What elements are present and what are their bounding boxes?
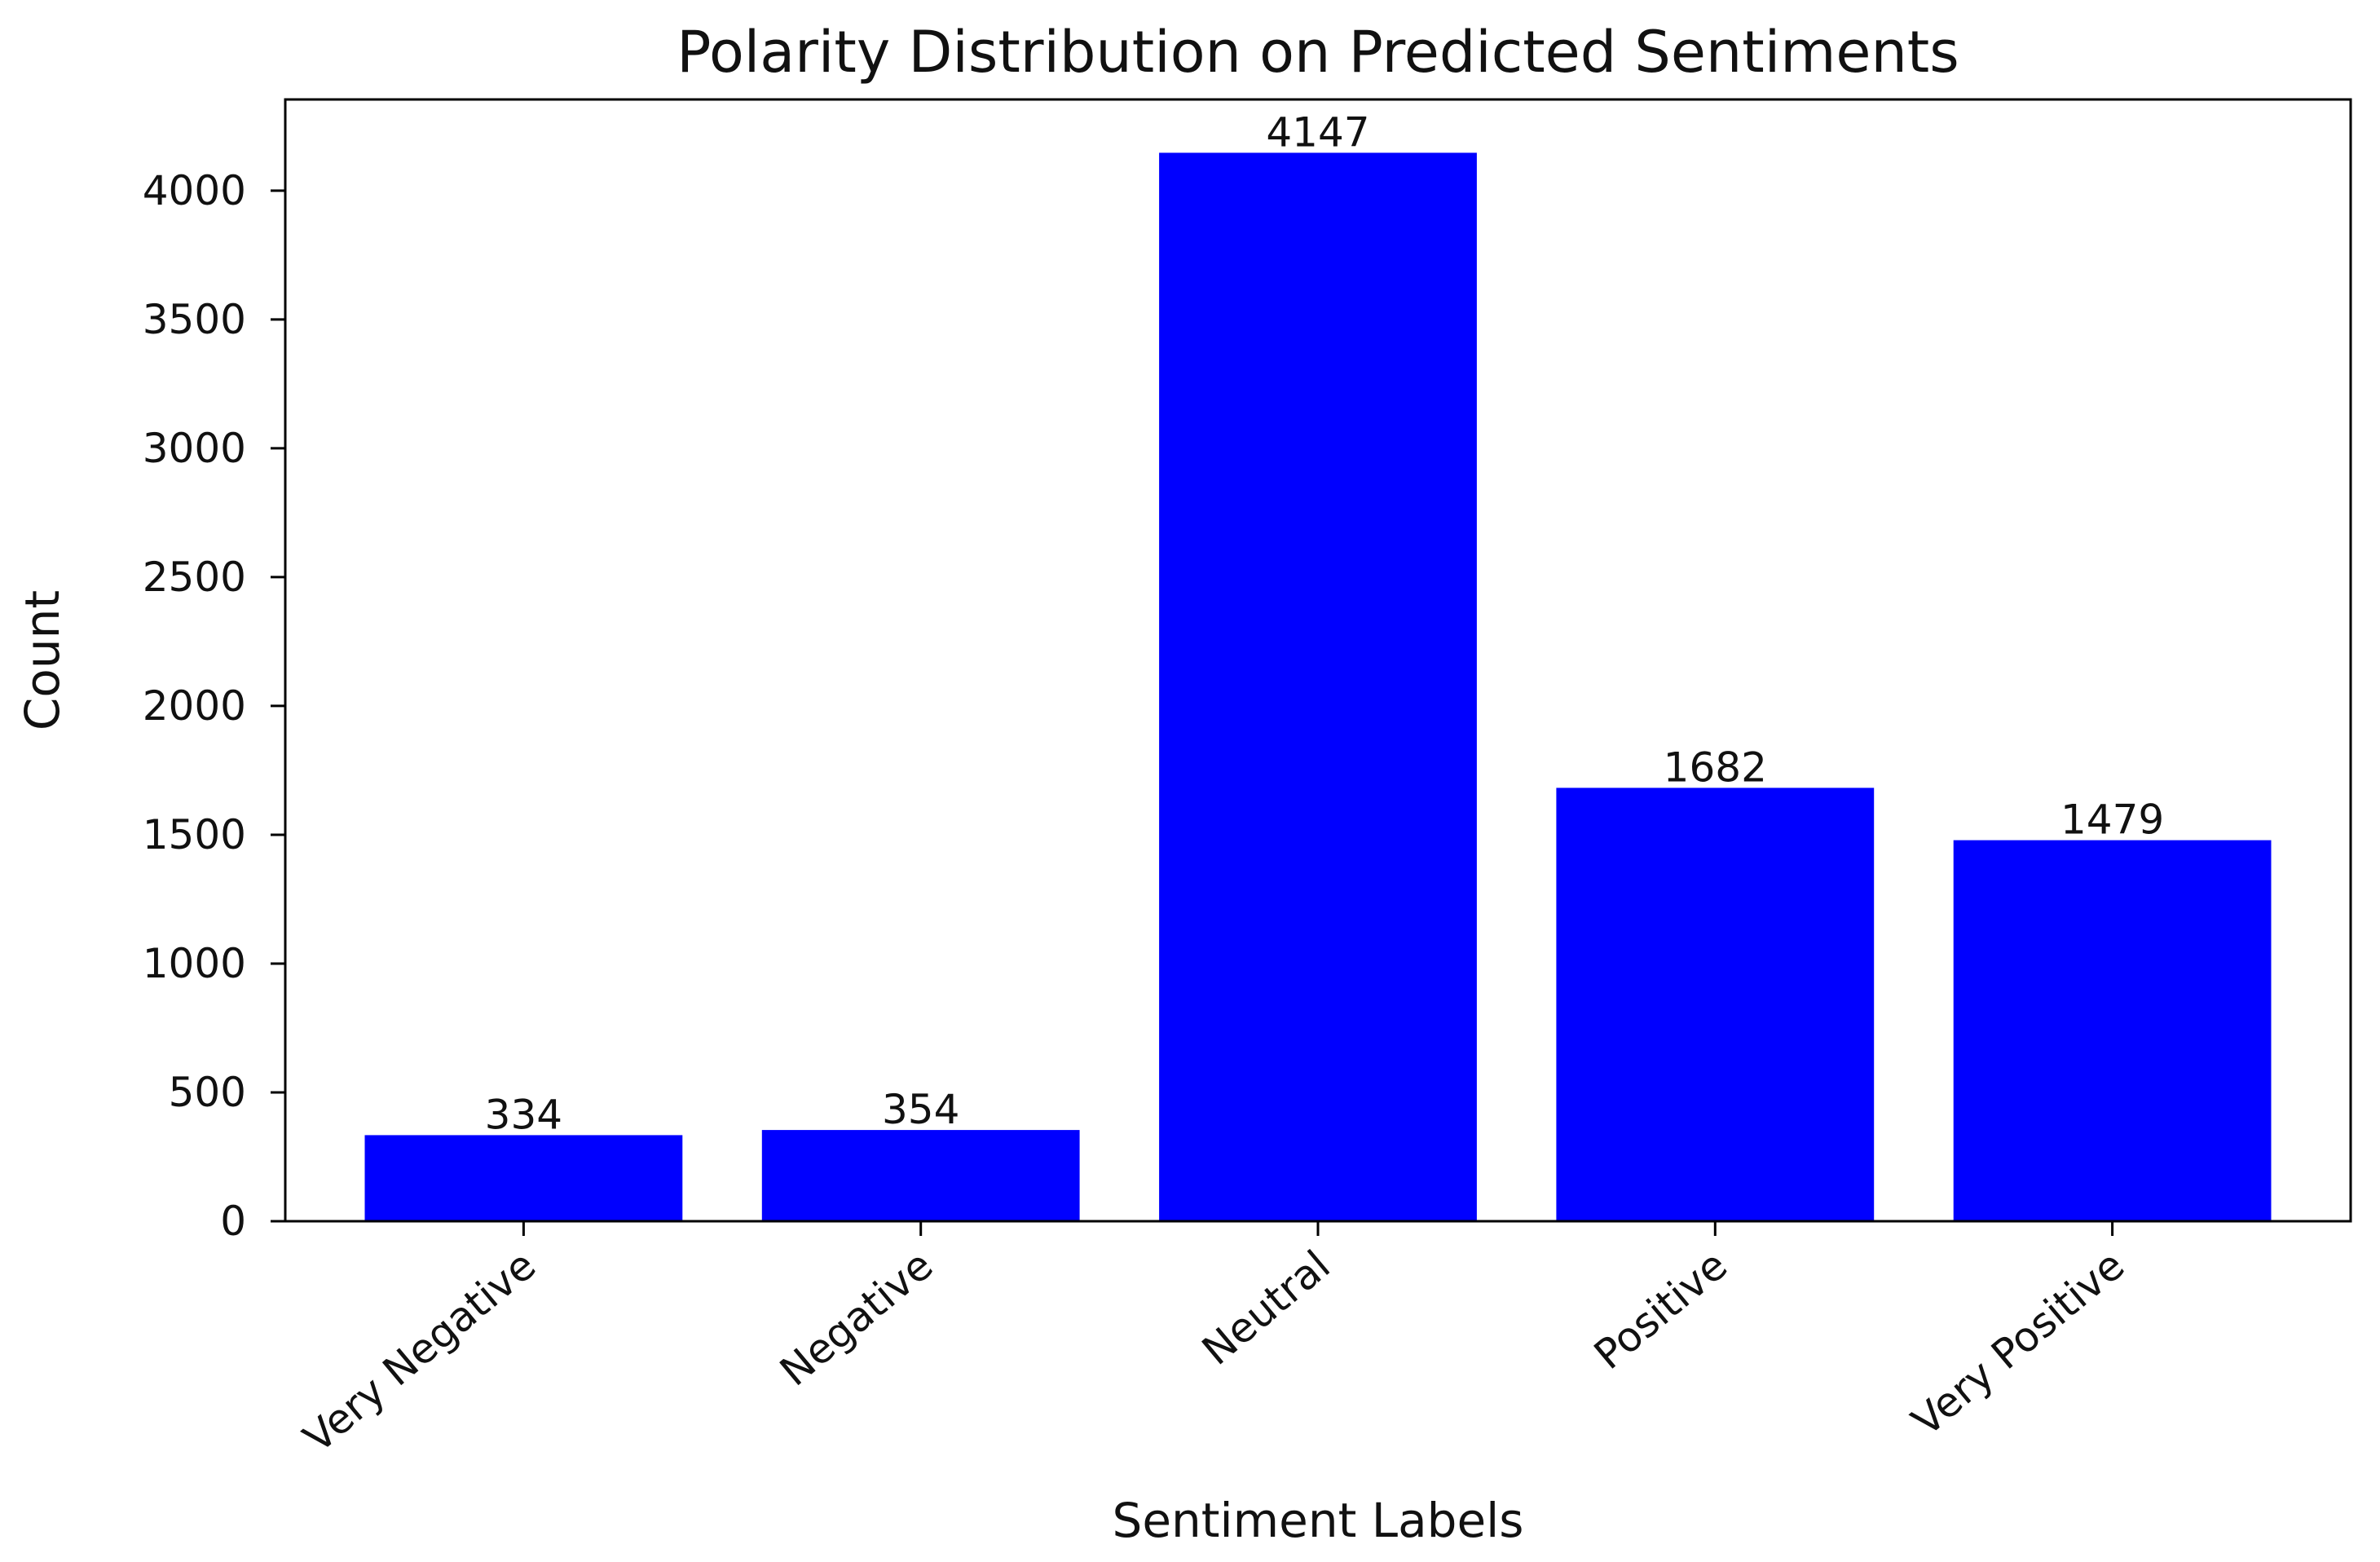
x-tick-label-negative: Negative: [771, 1242, 941, 1396]
bar-very-positive: [1953, 840, 2272, 1221]
bar-labels-layer: 334 354 4147 1682 1479: [485, 108, 2165, 1138]
x-tick-label-very-positive: Very Positive: [1903, 1242, 2133, 1445]
y-tick-label: 1500: [143, 811, 246, 858]
bar-very-negative: [364, 1135, 683, 1221]
y-tick-label: 3500: [143, 296, 246, 343]
bar-neutral: [1159, 152, 1477, 1221]
x-axis-title: Sentiment Labels: [1113, 1493, 1524, 1548]
data-label-positive: 1682: [1664, 743, 1767, 791]
x-tick-label-positive: Positive: [1585, 1242, 1736, 1379]
y-tick-label: 0: [220, 1198, 246, 1245]
y-axis: 0 500 1000 1500 2000 2500 3000 3500 4000: [143, 167, 285, 1245]
data-label-negative: 354: [882, 1086, 959, 1133]
y-tick-label: 500: [169, 1069, 246, 1116]
chart-title: Polarity Distribution on Predicted Senti…: [677, 19, 1959, 86]
y-tick-label: 2500: [143, 554, 246, 601]
y-axis-title: Count: [15, 590, 70, 730]
y-tick-label: 3000: [143, 425, 246, 472]
x-tick-label-very-negative: Very Negative: [295, 1242, 545, 1462]
y-tick-label: 2000: [143, 682, 246, 730]
bar-positive: [1556, 788, 1875, 1221]
x-tick-label-neutral: Neutral: [1193, 1242, 1339, 1374]
data-label-very-positive: 1479: [2060, 796, 2164, 844]
data-label-neutral: 4147: [1266, 108, 1369, 156]
x-axis: Very Negative Negative Neutral Positive Very…: [295, 1221, 2133, 1462]
bar-negative: [761, 1130, 1080, 1221]
y-tick-label: 4000: [143, 167, 246, 214]
bars-layer: [364, 152, 2272, 1221]
y-tick-label: 1000: [143, 940, 246, 987]
data-label-very-negative: 334: [485, 1091, 562, 1138]
